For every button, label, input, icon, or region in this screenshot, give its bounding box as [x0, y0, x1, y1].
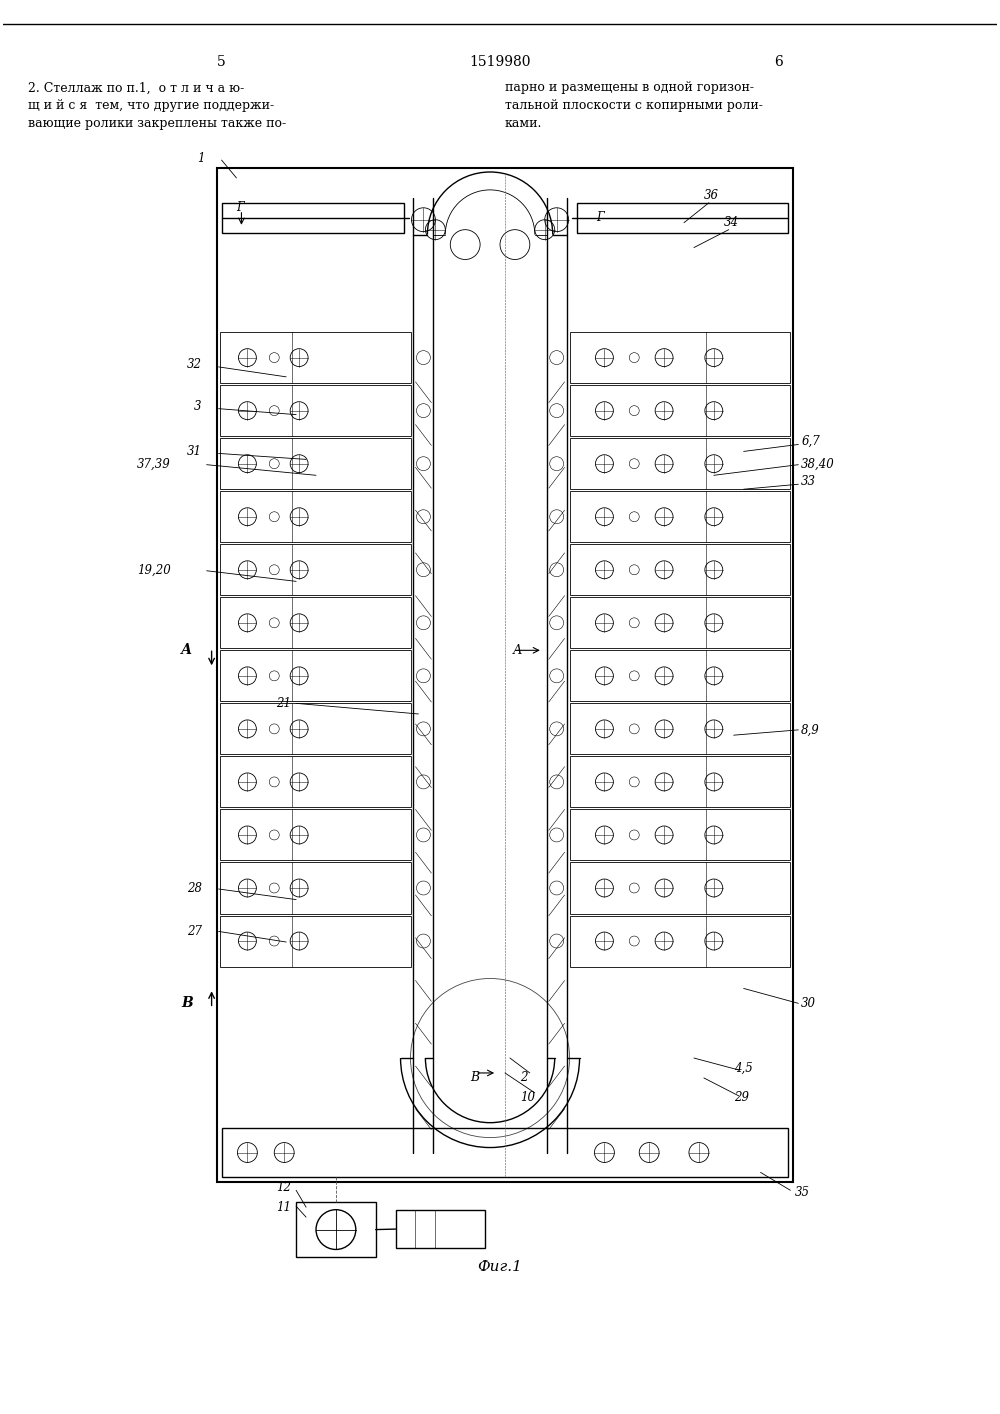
Bar [220, 438, 411, 489]
Bar [222, 202, 404, 233]
Text: 34: 34 [724, 216, 739, 229]
Text: 10: 10 [520, 1092, 535, 1104]
Text: 29: 29 [734, 1092, 749, 1104]
Bar [570, 809, 790, 861]
Text: 6: 6 [774, 55, 783, 69]
Bar [220, 491, 411, 542]
Text: 1519980: 1519980 [469, 55, 531, 69]
Bar [570, 544, 790, 595]
Bar [570, 703, 790, 755]
Bar [570, 756, 790, 807]
Text: 6,7: 6,7 [801, 436, 820, 448]
Bar [220, 756, 411, 807]
Text: Фиг.1: Фиг.1 [478, 1260, 522, 1274]
Text: 2. Стеллаж по п.1,  о т л и ч а ю-
щ и й с я  тем, что другие поддержи-
вающие р: 2. Стеллаж по п.1, о т л и ч а ю- щ и й … [28, 82, 286, 130]
Bar [577, 202, 788, 233]
Bar [220, 863, 411, 913]
Text: А: А [181, 643, 192, 658]
Text: 11: 11 [276, 1200, 291, 1213]
Text: 19,20: 19,20 [137, 564, 171, 577]
Text: 12: 12 [276, 1181, 291, 1193]
Bar [220, 544, 411, 595]
Text: 35: 35 [795, 1186, 810, 1199]
Bar [570, 491, 790, 542]
Text: А: А [513, 643, 522, 658]
Text: 3: 3 [194, 400, 202, 413]
Text: 8,9: 8,9 [801, 724, 820, 737]
Text: парно и размещены в одной горизон-
тальной плоскости с копирными роли-
ками.: парно и размещены в одной горизон- тальн… [505, 82, 763, 130]
Bar [570, 332, 790, 383]
Text: 38,40: 38,40 [801, 458, 835, 471]
Text: Г: Г [236, 201, 244, 215]
Bar [220, 650, 411, 701]
Bar [222, 1127, 788, 1178]
Text: 2: 2 [520, 1072, 527, 1085]
Bar [220, 385, 411, 436]
Text: 30: 30 [801, 997, 816, 1010]
Bar [220, 703, 411, 755]
Text: 31: 31 [187, 445, 202, 458]
Text: В: В [470, 1072, 479, 1085]
Text: 32: 32 [187, 358, 202, 372]
Bar [570, 597, 790, 649]
Text: 27: 27 [187, 925, 202, 937]
Bar [220, 597, 411, 649]
Text: 37,39: 37,39 [137, 458, 171, 471]
Bar [570, 650, 790, 701]
Text: 21: 21 [276, 697, 291, 710]
Text: В: В [181, 997, 193, 1011]
Text: 28: 28 [187, 882, 202, 895]
Text: Г: Г [596, 211, 604, 225]
Bar [220, 332, 411, 383]
Bar [570, 385, 790, 436]
Bar [217, 168, 793, 1182]
Text: 5: 5 [217, 55, 226, 69]
Text: 1: 1 [197, 151, 204, 164]
Bar [570, 915, 790, 967]
Text: 36: 36 [704, 189, 719, 202]
Bar [570, 438, 790, 489]
Text: 33: 33 [801, 475, 816, 488]
Bar [296, 1202, 376, 1257]
Bar [220, 809, 411, 861]
Bar [396, 1210, 485, 1249]
Bar [220, 915, 411, 967]
Text: 4,5: 4,5 [734, 1062, 752, 1075]
Bar [570, 863, 790, 913]
